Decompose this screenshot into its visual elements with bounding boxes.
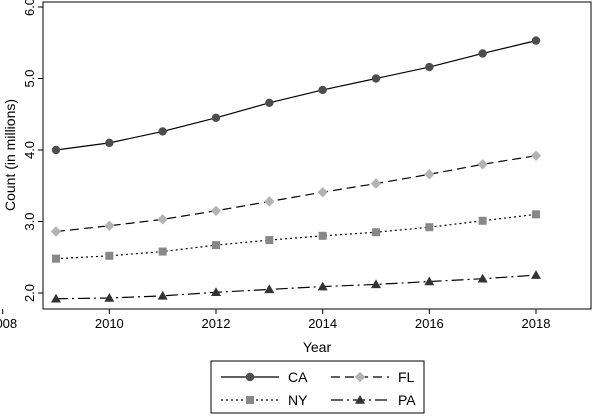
data-point-pa — [157, 290, 168, 300]
data-point-ny — [158, 247, 167, 256]
data-point-pa — [424, 276, 435, 286]
y-tick-label: 3.0 — [22, 212, 37, 230]
legend: CA FL NY PA — [210, 360, 425, 414]
series-lines — [55, 40, 537, 300]
data-point-ny — [478, 216, 487, 225]
y-tick-label: 2.0 — [22, 284, 37, 302]
x-tick-label: 2012 — [202, 316, 231, 331]
x-tick-label: 2010 — [95, 316, 124, 331]
legend-marker-ca — [245, 372, 255, 382]
x-tick-label: 2018 — [522, 316, 551, 331]
data-point-ca — [478, 49, 487, 58]
data-point-ca — [318, 85, 327, 95]
x-tick-label: 2014 — [308, 316, 337, 331]
plot-area — [42, 1, 592, 310]
y-axis: 2.0 3.0 4.0 5.0 6.0 — [22, 0, 43, 302]
legend-label-ca: CA — [288, 369, 308, 385]
legend-marker-ny — [246, 396, 254, 404]
data-point-ny — [425, 223, 434, 232]
data-point-pa — [264, 284, 275, 294]
data-point-pa — [104, 293, 115, 302]
data-point-fl — [264, 196, 275, 207]
data-point-ca — [265, 98, 274, 108]
y-tick-label: 4.0 — [22, 141, 37, 159]
series-line-pa — [55, 274, 537, 300]
data-point-fl — [530, 150, 542, 161]
legend-label-pa: PA — [398, 392, 416, 408]
y-axis-label: Count (in millions) — [2, 99, 18, 211]
data-point-ca — [105, 138, 114, 148]
x-tick-label: 2016 — [415, 316, 444, 331]
data-point-fl — [424, 169, 435, 180]
series-line-ca — [55, 40, 537, 151]
data-point-ny — [318, 231, 327, 240]
legend-marker-fl — [354, 371, 366, 383]
y-tick-label: 6.0 — [22, 0, 37, 16]
data-point-pa — [51, 293, 61, 303]
data-point-ca — [531, 36, 541, 45]
y-tick-label: 5.0 — [22, 69, 37, 87]
data-point-fl — [50, 226, 62, 237]
legend-marker-pa — [355, 395, 365, 404]
data-point-fl — [477, 159, 488, 170]
series-line-ny — [55, 213, 537, 260]
data-point-ca — [158, 127, 167, 136]
data-point-fl — [157, 214, 168, 225]
legend-label-ny: NY — [288, 392, 308, 408]
data-point-ny — [532, 210, 540, 219]
data-point-pa — [531, 270, 541, 279]
data-point-fl — [370, 178, 382, 189]
data-point-pa — [317, 281, 328, 291]
x-axis-label: Year — [303, 339, 332, 355]
data-point-ny — [52, 254, 60, 263]
data-point-pa — [477, 273, 488, 283]
legend-box — [210, 360, 425, 414]
data-point-fl — [317, 186, 328, 198]
data-point-ny — [372, 228, 380, 237]
data-point-ca — [51, 145, 61, 155]
data-point-ca — [211, 113, 221, 123]
data-point-pa — [211, 287, 221, 297]
data-point-fl — [210, 205, 222, 216]
data-point-ca — [371, 74, 381, 83]
data-point-ny — [212, 241, 220, 250]
legend-label-fl: FL — [398, 369, 415, 385]
data-point-pa — [371, 279, 381, 289]
data-point-ny — [265, 236, 274, 245]
data-point-ny — [105, 251, 114, 260]
data-point-fl — [104, 220, 115, 231]
x-axis: 2008 2010 2012 2014 2016 2018 — [0, 309, 550, 331]
series-markers — [50, 36, 542, 303]
series-line-fl — [55, 155, 537, 233]
x-tick-label: 2008 — [0, 316, 17, 331]
data-point-ca — [425, 62, 434, 72]
